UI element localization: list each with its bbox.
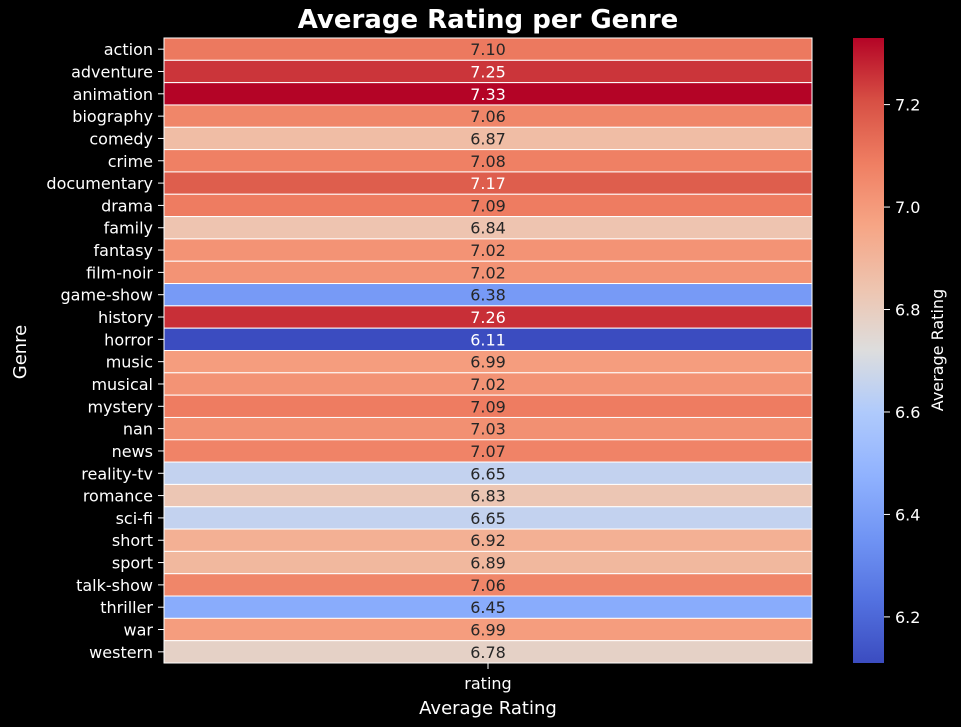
cell-value-label: 6.89: [470, 554, 506, 573]
y-tick-label: reality-tv: [81, 464, 153, 483]
x-axis-label: Average Rating: [419, 698, 557, 719]
cell-value-label: 7.07: [470, 442, 506, 461]
cell-value-label: 7.03: [470, 420, 506, 439]
colorbar-tick-label: 7.0: [895, 198, 920, 217]
y-tick-label: history: [98, 308, 153, 327]
y-tick-label: talk-show: [76, 576, 153, 595]
y-tick-labels: action adventure animation biography comedy c…: [46, 40, 164, 662]
cell-value-label: 6.83: [470, 487, 506, 506]
cell-value-label: 7.09: [470, 196, 506, 215]
chart-title: Average Rating per Genre: [298, 5, 679, 35]
colorbar-tick-label: 7.2: [895, 96, 920, 115]
cell-value-label: 6.99: [470, 353, 506, 372]
cell-value-label: 7.33: [470, 85, 506, 104]
cell-value-label: 7.08: [470, 152, 506, 171]
cell-value-label: 7.06: [470, 576, 506, 595]
colorbar-tick-label: 6.8: [895, 301, 920, 320]
cell-value-label: 7.17: [470, 174, 506, 193]
cell-value-label: 7.02: [470, 263, 506, 282]
y-tick-label: thriller: [100, 598, 153, 617]
y-tick-label: drama: [101, 196, 153, 215]
colorbar-label: Average Rating: [928, 289, 947, 411]
heatmap-cells: 7.10 7.25 7.33 7.06 6.87 7.08 7.17 7.09 6.84 7.02…: [163, 37, 813, 664]
y-tick-label: animation: [73, 85, 153, 104]
y-tick-label: news: [112, 442, 153, 461]
x-tick-labels: rating: [464, 663, 512, 693]
y-tick-label: biography: [72, 107, 153, 126]
y-tick-label: action: [104, 40, 153, 59]
y-tick-label: adventure: [71, 62, 153, 81]
y-tick-label: nan: [123, 420, 153, 439]
y-tick-label: sci-fi: [116, 509, 153, 528]
cell-value-label: 6.65: [470, 464, 506, 483]
colorbar-ticks: 6.2 6.4 6.6 6.8 7.0 7.2: [884, 96, 920, 627]
y-tick-label: western: [89, 643, 153, 662]
colorbar-tick-label: 6.4: [895, 505, 920, 524]
y-tick-label: horror: [104, 330, 153, 349]
cell-value-label: 6.99: [470, 621, 506, 640]
cell-value-label: 7.02: [470, 375, 506, 394]
cell-value-label: 7.09: [470, 397, 506, 416]
cell-value-label: 6.87: [470, 129, 506, 148]
cell-value-label: 7.10: [470, 40, 506, 59]
y-tick-label: game-show: [60, 286, 153, 305]
y-tick-label: comedy: [89, 129, 153, 148]
y-tick-label: war: [124, 621, 154, 640]
cell-value-label: 7.26: [470, 308, 506, 327]
cell-value-label: 6.92: [470, 531, 506, 550]
y-tick-label: film-noir: [86, 263, 153, 282]
cell-value-label: 7.02: [470, 241, 506, 260]
y-tick-label: crime: [108, 152, 153, 171]
cell-value-label: 6.38: [470, 286, 506, 305]
y-tick-label: fantasy: [94, 241, 153, 260]
colorbar-tick-label: 6.6: [895, 403, 920, 422]
y-tick-label: romance: [83, 487, 153, 506]
cell-value-label: 6.65: [470, 509, 506, 528]
cell-value-label: 6.45: [470, 598, 506, 617]
y-tick-label: music: [106, 353, 153, 372]
colorbar-tick-label: 6.2: [895, 608, 920, 627]
x-tick-label: rating: [464, 674, 511, 693]
y-tick-label: musical: [91, 375, 153, 394]
y-tick-label: family: [104, 219, 153, 238]
cell-value-label: 7.25: [470, 62, 506, 81]
y-tick-label: sport: [112, 554, 153, 573]
y-axis-label: Genre: [10, 325, 31, 380]
colorbar: [853, 38, 884, 663]
y-tick-label: documentary: [46, 174, 153, 193]
cell-value-label: 6.78: [470, 643, 506, 662]
cell-value-label: 6.11: [470, 330, 506, 349]
cell-value-label: 7.06: [470, 107, 506, 126]
y-tick-label: short: [112, 531, 153, 550]
cell-value-label: 6.84: [470, 219, 506, 238]
y-tick-label: mystery: [87, 397, 153, 416]
